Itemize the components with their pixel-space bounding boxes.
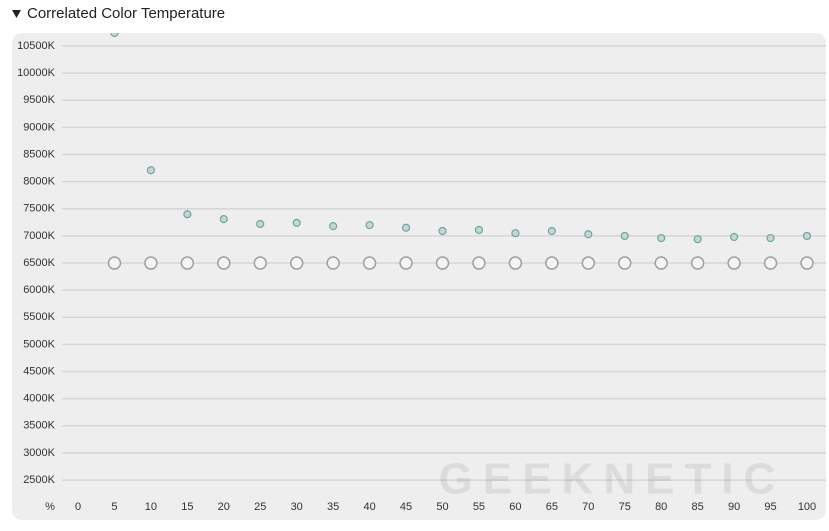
data-point <box>146 166 155 175</box>
data-point <box>802 231 812 241</box>
data-point <box>474 225 484 235</box>
data-point <box>763 256 778 270</box>
y-tick-label: 9500K <box>23 94 55 106</box>
x-tick-label: 100 <box>798 501 816 513</box>
data-point <box>362 256 377 270</box>
data-point <box>727 256 741 270</box>
x-tick-label: 65 <box>546 501 558 513</box>
data-point <box>729 232 739 242</box>
data-point <box>292 218 301 227</box>
data-point <box>219 214 228 224</box>
x-tick-label: 80 <box>655 501 667 513</box>
section-header[interactable]: Correlated Color Temperature <box>12 5 225 22</box>
data-point <box>511 229 520 238</box>
x-tick-label: 15 <box>181 501 193 513</box>
data-point <box>581 256 596 270</box>
data-point <box>365 220 374 230</box>
data-point <box>620 231 629 241</box>
title: Correlated Color Temperature <box>27 5 226 22</box>
y-tick-label: 6500K <box>23 257 55 269</box>
y-tick-label: 3500K <box>23 420 55 432</box>
data-point <box>766 233 775 243</box>
data-point <box>800 256 814 270</box>
x-tick-label: 40 <box>363 501 375 513</box>
x-tick-label: 90 <box>728 501 740 513</box>
data-point <box>472 256 486 270</box>
data-point <box>329 222 338 231</box>
y-tick-label: 5500K <box>23 311 55 323</box>
data-point <box>690 256 705 270</box>
data-point <box>438 226 447 236</box>
x-tick-label: 60 <box>509 501 521 513</box>
x-tick-label: 75 <box>619 501 631 513</box>
data-point <box>547 226 556 236</box>
y-tick-label: 7500K <box>23 203 55 215</box>
data-point <box>183 210 192 219</box>
x-tick-label: 45 <box>400 501 412 513</box>
x-tick-label: 10 <box>145 501 157 513</box>
y-tick-label: 7000K <box>23 230 55 242</box>
data-point <box>107 256 122 270</box>
x-tick-label: 30 <box>291 501 303 513</box>
data-point <box>217 256 231 270</box>
data-point <box>144 256 158 270</box>
data-point <box>253 256 267 270</box>
data-point <box>326 256 340 270</box>
x-tick-label: 85 <box>692 501 704 513</box>
y-tick-label: 5000K <box>23 338 55 350</box>
data-point <box>110 33 119 38</box>
x-axis-label: % <box>45 501 55 513</box>
data-point <box>657 233 666 243</box>
y-tick-label: 9000K <box>23 121 55 133</box>
x-tick-label: 20 <box>218 501 230 513</box>
y-tick-label: 8500K <box>23 148 55 160</box>
y-tick-label: 8000K <box>23 176 55 188</box>
x-tick-label: 25 <box>254 501 266 513</box>
collapse-icon <box>12 9 21 18</box>
grid <box>62 45 826 481</box>
x-tick-label: 95 <box>764 501 776 513</box>
watermark: GEEKNETIC <box>439 455 786 504</box>
y-tick-label: 4000K <box>23 393 55 405</box>
y-tick-label: 6000K <box>23 284 55 296</box>
x-tick-label: 70 <box>582 501 594 513</box>
x-tick-label: 0 <box>75 501 81 513</box>
y-tick-label: 10500K <box>17 40 56 52</box>
x-tick-label: 5 <box>111 501 117 513</box>
y-tick-label: 10000K <box>17 67 56 79</box>
y-tick-label: 2500K <box>23 474 55 486</box>
data-point <box>399 256 413 270</box>
data-point <box>618 256 632 270</box>
plot-panel <box>12 33 826 520</box>
data-point <box>654 256 668 270</box>
data-point <box>256 219 265 229</box>
marks <box>107 33 814 270</box>
data-point <box>545 256 559 270</box>
data-point <box>435 256 450 270</box>
y-tick-label: 4500K <box>23 365 55 377</box>
y-tick-label: 3000K <box>23 447 55 459</box>
data-point <box>693 235 702 244</box>
data-point <box>584 230 593 239</box>
data-point <box>289 256 304 270</box>
x-tick-label: 55 <box>473 501 485 513</box>
x-tick-label: 50 <box>436 501 448 513</box>
data-point <box>508 256 523 270</box>
data-point <box>180 256 195 270</box>
data-point <box>401 223 411 232</box>
x-tick-label: 35 <box>327 501 339 513</box>
